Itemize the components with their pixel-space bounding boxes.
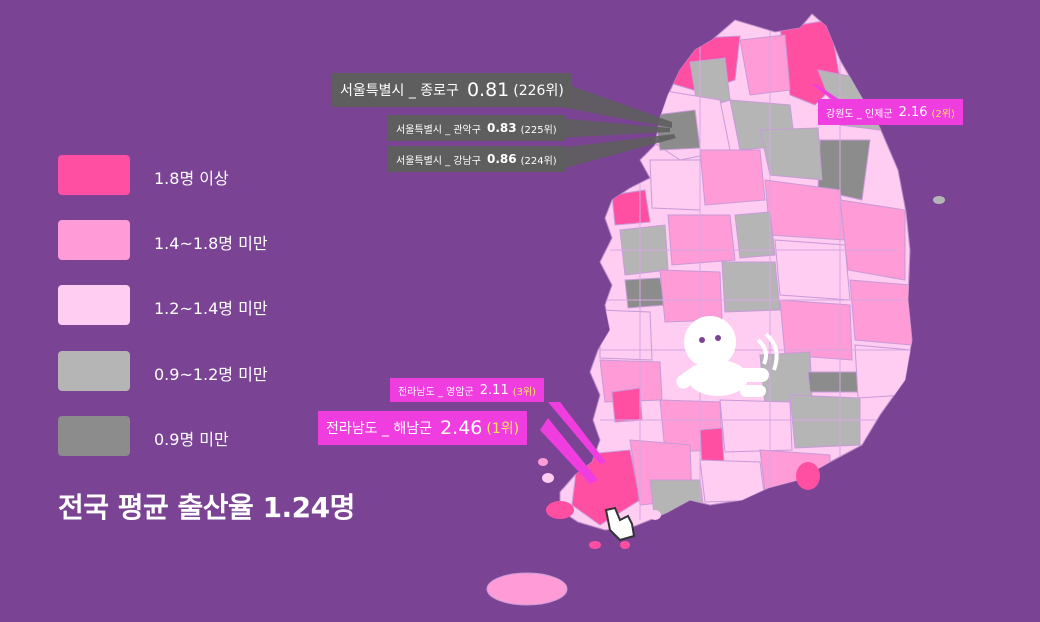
island — [933, 196, 945, 204]
callout-gangnam: 서울특별시 _ 강남구 0.86 (224위) — [388, 146, 565, 172]
legend-swatch-1 — [58, 155, 130, 195]
island — [674, 482, 694, 498]
callout-haenam: 전라남도 _ 해남군 2.46 (1위) — [318, 411, 528, 445]
region-patch — [611, 387, 643, 423]
region-patch — [659, 269, 723, 323]
region-patch — [789, 394, 861, 449]
legend-item-3: 1.2~1.4명 미만 — [58, 285, 358, 327]
legend-label: 1.2~1.4명 미만 — [154, 299, 268, 318]
callout-region: 전라남도 _ 영암군 — [398, 386, 474, 398]
region-patch — [721, 261, 781, 313]
callout-inje: 강원도 _ 인제군 2.16 (2위) — [818, 99, 963, 125]
region-patch — [699, 149, 766, 206]
island — [649, 510, 661, 520]
legend-label: 0.9명 미만 — [154, 430, 229, 449]
region-patch — [854, 344, 912, 399]
region-patch — [734, 211, 776, 259]
island — [620, 541, 630, 549]
hand-cursor-icon — [604, 506, 636, 542]
legend-label: 1.8명 이상 — [154, 169, 229, 188]
legend-swatch-5 — [58, 416, 130, 456]
region-patch — [719, 399, 793, 453]
haenam-region — [571, 449, 641, 526]
callout-value: 0.86 — [486, 152, 517, 166]
leader-line — [558, 118, 670, 138]
island — [538, 458, 548, 466]
leader-line — [540, 418, 598, 484]
legend-item-5: 0.9명 미만 — [58, 416, 358, 458]
callout-rank: (3위) — [512, 386, 537, 398]
callout-rank: (224위) — [520, 155, 557, 167]
callout-rank: (2위) — [931, 108, 955, 120]
callout-value: 2.11 — [479, 382, 509, 398]
callout-gwanak: 서울특별시 _ 관악구 0.83 (225위) — [388, 115, 565, 141]
callout-region: 서울특별시 _ 종로구 — [340, 83, 459, 99]
callout-rank: (225위) — [520, 124, 557, 136]
legend-swatch-2 — [58, 220, 130, 260]
legend-swatch-4 — [58, 351, 130, 391]
legend-label: 1.4~1.8명 미만 — [154, 234, 268, 253]
callout-value: 0.83 — [486, 121, 517, 135]
callout-value: 2.16 — [898, 104, 928, 120]
jeju-island — [486, 572, 568, 606]
region-patch — [759, 127, 823, 181]
callout-yeongam: 전라남도 _ 영암군 2.11 (3위) — [390, 378, 545, 402]
callout-region: 전라남도 _ 해남군 — [326, 421, 433, 437]
island — [732, 474, 748, 490]
callout-jongno: 서울특별시 _ 종로구 0.81 (226위) — [332, 73, 572, 107]
callout-region: 서울특별시 _ 관악구 — [396, 124, 481, 136]
region-patch — [839, 199, 906, 281]
island — [542, 473, 554, 483]
region-patch — [774, 239, 851, 301]
legend-item-1: 1.8명 이상 — [58, 155, 358, 197]
legend-swatch-3 — [58, 285, 130, 325]
region-patch — [764, 179, 846, 241]
region-patch — [807, 371, 861, 393]
region-patch — [779, 299, 853, 361]
callout-region: 서울특별시 _ 강남구 — [396, 155, 481, 167]
region-patch — [667, 214, 736, 266]
region-patch — [649, 159, 701, 211]
national-average: 전국 평균 출산율 1.24명 — [58, 491, 355, 524]
island — [589, 541, 601, 549]
callout-rank: (1위) — [486, 421, 520, 437]
region-patch — [849, 279, 912, 346]
island — [796, 462, 820, 490]
crawling-baby-icon — [676, 316, 779, 397]
island — [546, 501, 574, 519]
leader-line — [555, 80, 672, 128]
leader-line — [558, 134, 676, 170]
region-patch — [611, 189, 651, 226]
callout-rank: (226위) — [513, 83, 564, 99]
callout-value: 0.81 — [466, 79, 510, 101]
leader-line — [548, 402, 606, 464]
legend-label: 0.9~1.2명 미만 — [154, 365, 268, 384]
legend-item-4: 0.9~1.2명 미만 — [58, 351, 358, 393]
region-patch — [624, 277, 666, 309]
legend-item-2: 1.4~1.8명 미만 — [58, 220, 358, 262]
region-patch — [599, 309, 653, 361]
callout-region: 강원도 _ 인제군 — [826, 108, 893, 120]
callout-value: 2.46 — [440, 417, 483, 439]
